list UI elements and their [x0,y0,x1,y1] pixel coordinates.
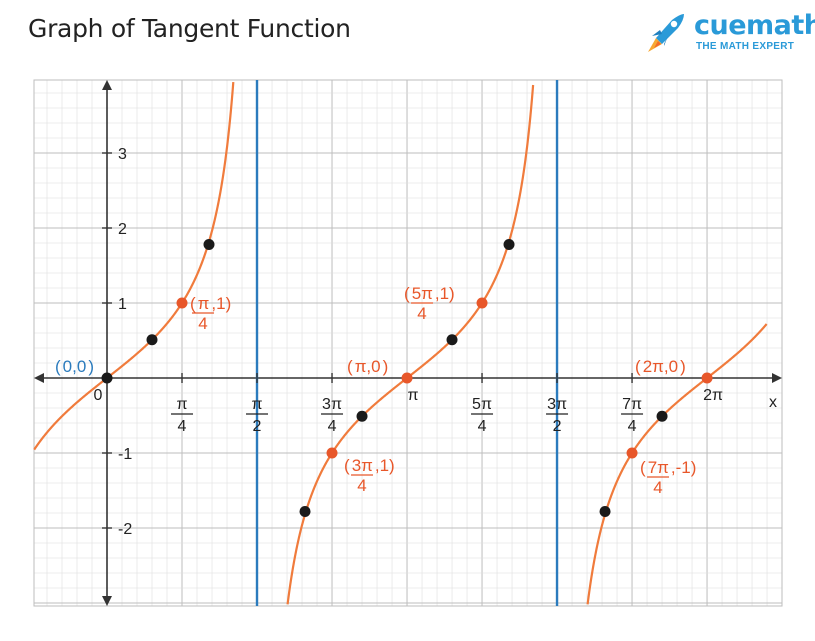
label-close: ,1) [435,284,455,303]
x-tick-denominator: 4 [478,418,487,435]
label-value: 0,0 [63,357,87,376]
label-close: ) [383,357,389,376]
label-value: π,0 [355,357,381,376]
marked-point [446,334,458,346]
y-axis-arrow-up [102,80,112,90]
y-tick-label: -2 [118,521,132,538]
point-label: (π,0) [347,357,388,376]
asymptotes [255,80,559,606]
label-open: ( [190,294,196,313]
label-close: ,-1) [671,458,697,477]
brand-tagline: THE MATH EXPERT [696,41,795,52]
label-open: ( [404,284,410,303]
point-label: (3π ,1) [344,456,395,475]
label-close: ,1) [375,456,395,475]
label-close: ) [680,357,686,376]
label-value: 3π [352,456,373,475]
label-open: ( [635,357,641,376]
grid [33,79,783,607]
rocket-icon [648,14,684,52]
x-axis-arrow-right [772,373,782,383]
label-open: ( [347,357,353,376]
label-denominator: 4 [417,304,426,323]
plot-border [33,79,783,607]
tangent-branch-3 [586,323,768,605]
point-label: (5π ,1) [404,284,455,303]
point-label: (7π ,-1) [640,458,696,477]
label-denominator: 4 [357,476,366,495]
marked-point [656,410,668,422]
point-annotations: (0,0)(π ,1)4(3π ,1)4(π,0)(5π ,1)4(7π ,-1)4(2… [55,284,696,497]
brand-logo[interactable]: cuemath THE MATH EXPERT [638,8,815,58]
labeled-point [176,297,188,309]
point-label: (π ,1) [190,294,231,313]
marked-points [101,239,713,517]
label-value: 5π [412,284,433,303]
point-label: (2π,0) [635,357,686,376]
label-open: ( [344,456,350,475]
marked-point [503,239,515,250]
x-tick-numerator: 3π [547,396,567,413]
marked-point [146,334,158,346]
x-tick-numerator: 7π [622,396,642,413]
x-tick-label: 0 [94,387,103,404]
label-denominator: 4 [653,478,662,497]
x-tick-numerator: 5π [472,396,492,413]
tangent-branch-1 [33,81,235,451]
x-tick-denominator: 2 [253,418,262,435]
label-value: 2π,0 [643,357,678,376]
x-tick-numerator: 3π [322,396,342,413]
x-tick-numerator: π [176,396,187,413]
label-open: ( [55,357,61,376]
y-tick-label: -1 [118,446,132,463]
marked-point [356,410,368,422]
labeled-point [626,447,638,459]
y-axis-arrow-down [102,596,112,606]
labeled-point [476,297,488,309]
y-tick-label: 2 [118,221,127,238]
labeled-point [326,447,338,459]
labeled-point [101,372,113,384]
labeled-point [401,372,413,384]
x-axis-label: x [769,394,777,411]
label-open: ( [640,458,646,477]
x-tick-numerator: π [251,396,262,413]
x-tick-label: π [407,387,418,404]
x-tick-denominator: 4 [628,418,637,435]
brand-name: cuemath [694,10,815,41]
label-close: ) [88,357,94,376]
marked-point [299,506,311,517]
y-tick-label: 3 [118,146,127,163]
label-denominator: 4 [198,314,207,333]
marked-point [203,239,215,250]
marked-point [599,506,611,517]
label-value: π [198,294,210,313]
label-close: ,1) [211,294,231,313]
point-label: (0,0) [55,357,94,376]
x-axis-arrow-left [34,373,44,383]
x-tick-denominator: 4 [328,418,337,435]
plot-background [34,80,782,606]
label-value: 7π [648,458,669,477]
x-tick-denominator: 2 [553,418,562,435]
y-tick-label: 1 [118,296,127,313]
x-tick-label: 2π [703,387,723,404]
page-title: Graph of Tangent Function [28,14,351,43]
labeled-point [701,372,713,384]
x-tick-denominator: 4 [178,418,187,435]
